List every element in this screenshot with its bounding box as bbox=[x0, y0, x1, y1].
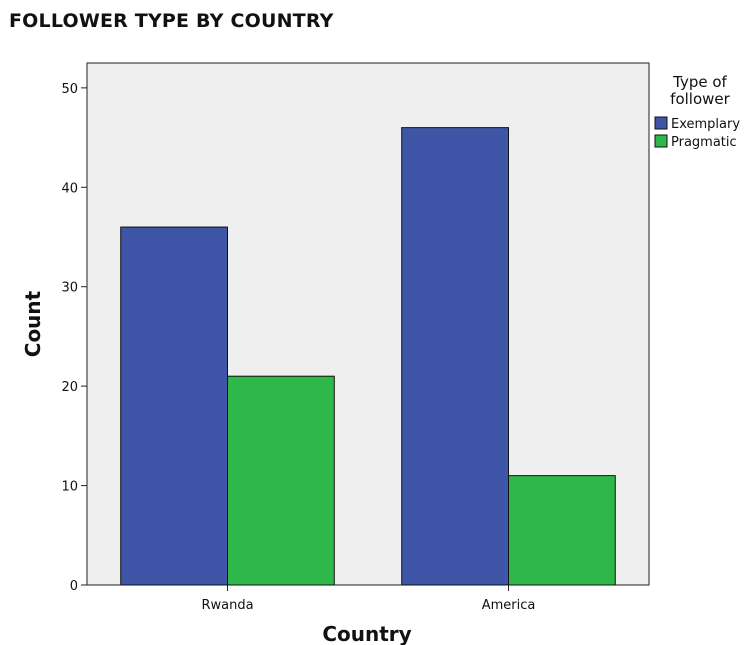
legend-swatch-pragmatic bbox=[654, 134, 668, 148]
y-axis: 0 10 20 30 40 50 bbox=[61, 82, 87, 594]
x-axis: Rwanda America bbox=[201, 585, 535, 613]
bar-pragmatic-rwanda bbox=[227, 375, 335, 586]
bar-exemplary-america bbox=[401, 127, 509, 586]
x-tick-label-rwanda: Rwanda bbox=[201, 598, 253, 613]
y-axis-title: Count bbox=[21, 290, 45, 357]
legend-label-pragmatic: Pragmatic bbox=[671, 135, 737, 150]
legend-label-exemplary: Exemplary bbox=[671, 117, 740, 132]
bar-exemplary-rwanda bbox=[120, 226, 228, 586]
y-tick-label: 0 bbox=[70, 579, 78, 594]
x-axis-title: Country bbox=[322, 622, 411, 645]
y-tick-label: 30 bbox=[61, 281, 78, 296]
bars-group bbox=[120, 127, 616, 586]
y-tick-label: 20 bbox=[61, 380, 78, 395]
chart-title: FOLLOWER TYPE BY COUNTRY bbox=[9, 10, 334, 32]
y-tick-label: 40 bbox=[61, 181, 78, 196]
legend-title-line: Type of bbox=[672, 73, 727, 91]
legend-title-line: follower bbox=[670, 90, 730, 108]
x-tick-label-america: America bbox=[482, 598, 536, 613]
y-tick-label: 10 bbox=[61, 480, 78, 495]
legend-swatch-exemplary bbox=[654, 116, 668, 130]
bar-pragmatic-america bbox=[508, 475, 616, 586]
y-tick-label: 50 bbox=[61, 82, 78, 97]
